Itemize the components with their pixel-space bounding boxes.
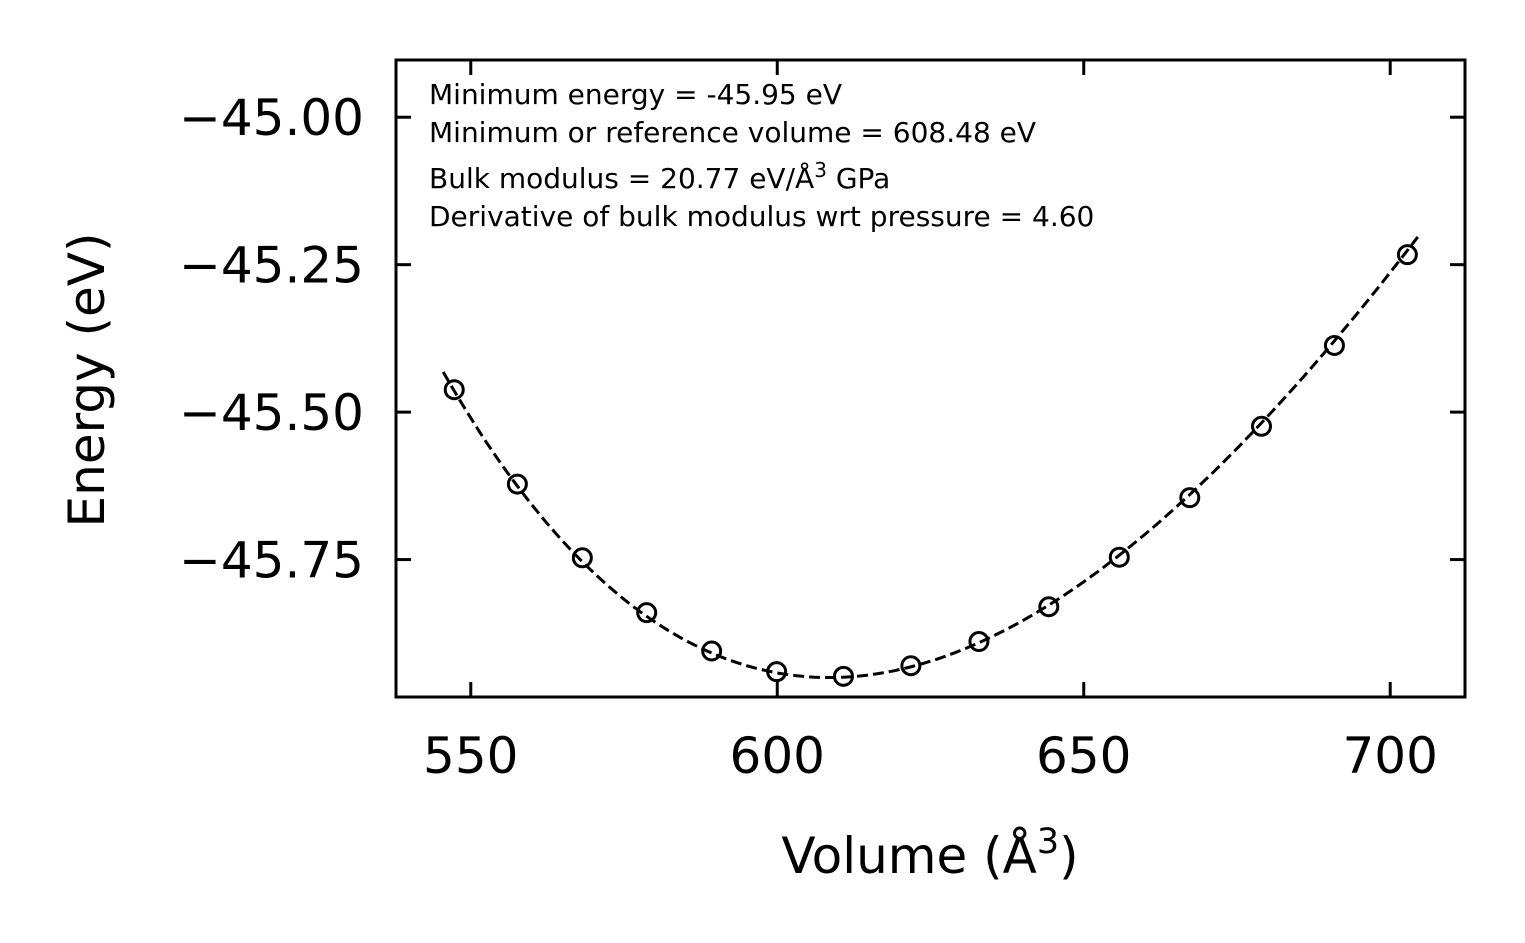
x-axis-label-exponent: 3 (1037, 822, 1059, 862)
data-point (636, 602, 658, 624)
data-point (900, 655, 922, 677)
y-axis-label: Energy (eV) (58, 233, 116, 528)
data-point (968, 631, 990, 653)
x-axis-label-close: ) (1059, 827, 1079, 885)
eos-fit-line (441, 235, 1419, 679)
y-tick-label: −45.75 (179, 532, 364, 590)
x-axis-label-text: Volume (Å (781, 827, 1037, 885)
x-axis-label: Volume (Å3) (781, 822, 1078, 885)
data-point (701, 640, 723, 662)
data-point (1396, 244, 1418, 266)
plot-frame (394, 58, 1467, 699)
data-point (1323, 334, 1345, 356)
annotation-min-volume: Minimum or reference volume = 608.48 eV (429, 116, 1036, 149)
bulk-modulus-unit: GPa (827, 162, 890, 195)
data-point (506, 473, 528, 495)
y-tick-label: −45.00 (179, 89, 364, 147)
annotation-min-energy: Minimum energy = -45.95 eV (429, 78, 842, 111)
annotation-bulk-modulus: Bulk modulus = 20.77 eV/Å3 GPa (429, 158, 890, 195)
annotation-block: Minimum energy = -45.95 eV Minimum or re… (429, 78, 1094, 233)
x-tick-label: 650 (1036, 727, 1131, 785)
bulk-modulus-exponent: 3 (814, 158, 827, 182)
data-point (1250, 415, 1272, 437)
data-point (1179, 487, 1201, 509)
data-point (1108, 546, 1130, 568)
ticks-layer: 550 600 650 700 −45.00 −45.25 −45.50 −45.75 (179, 60, 1465, 785)
x-tick-label: 700 (1343, 727, 1438, 785)
data-point (832, 665, 854, 687)
data-point (571, 547, 593, 569)
x-tick-label: 600 (730, 727, 825, 785)
y-tick-label: −45.25 (179, 237, 364, 295)
x-tick-label: 550 (423, 727, 518, 785)
data-point (443, 379, 465, 401)
fit-curve-layer (441, 235, 1419, 679)
y-tick-label: −45.50 (179, 384, 364, 442)
data-points-layer (443, 244, 1418, 687)
data-point (1038, 596, 1060, 618)
annotation-bulk-derivative: Derivative of bulk modulus wrt pressure … (429, 200, 1094, 233)
bulk-modulus-text: Bulk modulus = 20.77 eV/Å (429, 161, 814, 195)
data-point (766, 661, 788, 683)
